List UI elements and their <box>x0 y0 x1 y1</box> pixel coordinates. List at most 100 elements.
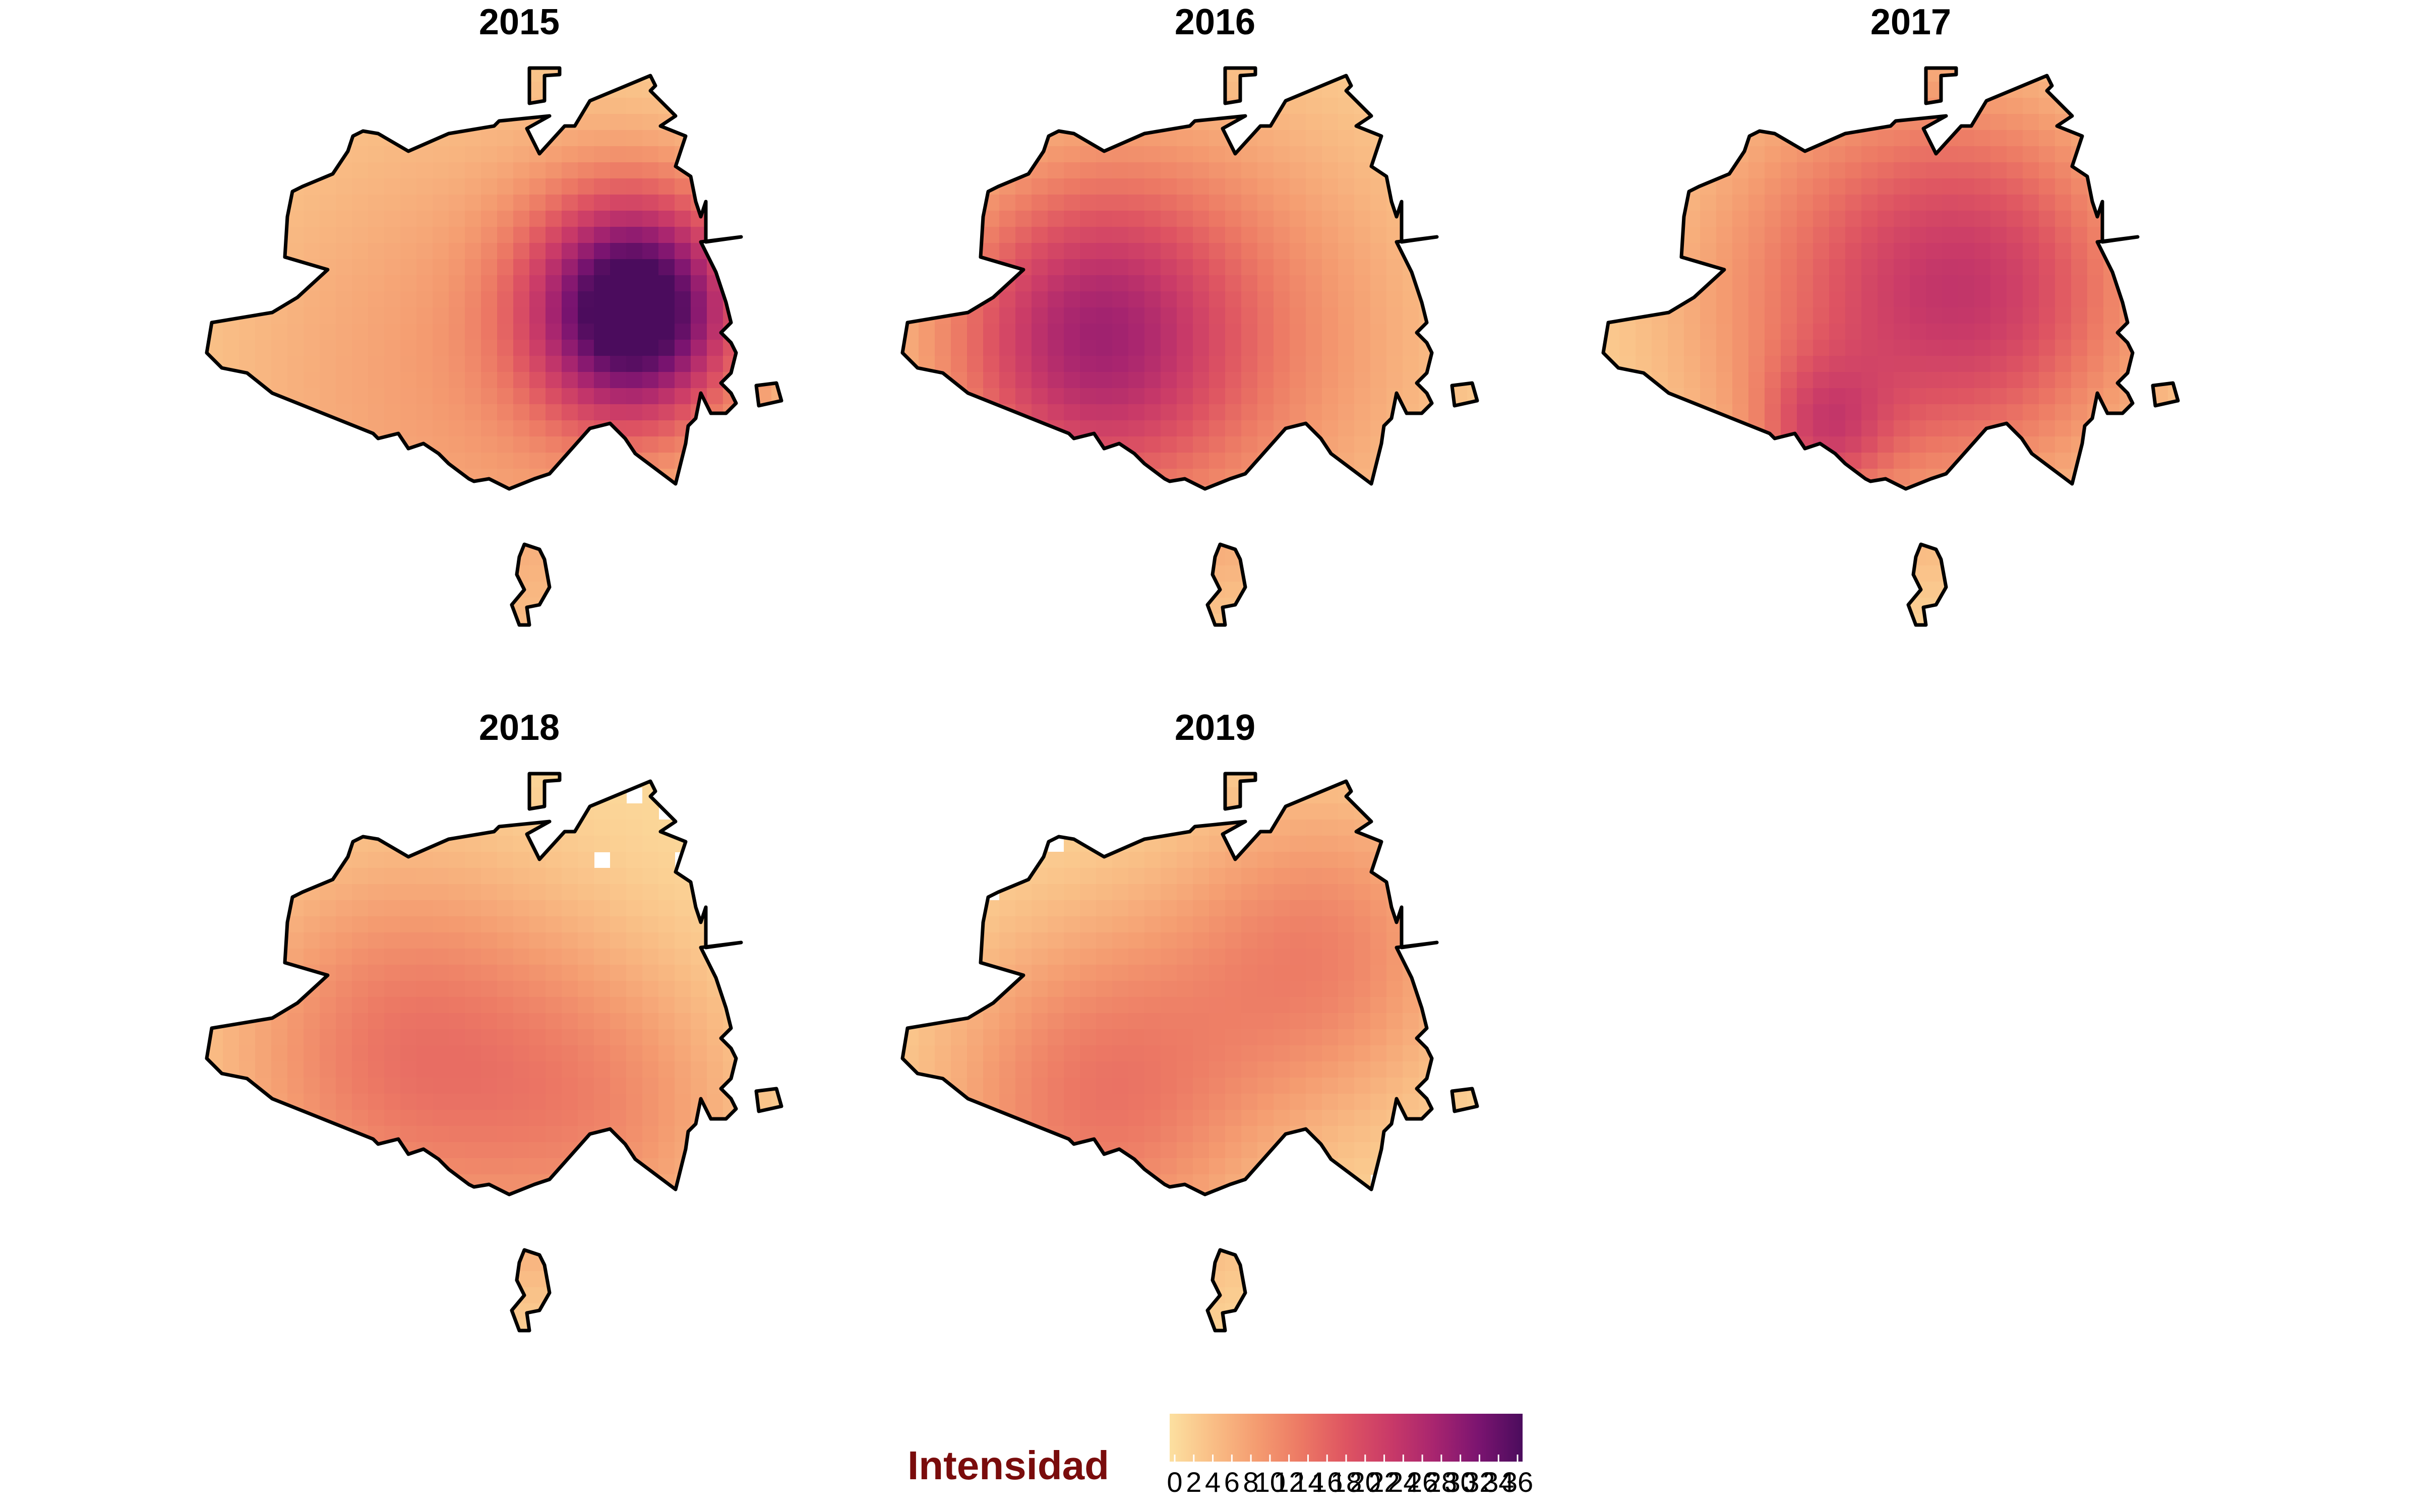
density-cell <box>2007 356 2023 372</box>
density-cell <box>1370 501 1387 518</box>
density-cell <box>529 485 546 501</box>
density-cell <box>1813 388 1830 405</box>
density-cell <box>1926 485 1943 501</box>
density-cell <box>642 340 659 356</box>
density-cell <box>1603 404 1620 421</box>
density-cell <box>465 485 481 501</box>
density-cell <box>2103 388 2120 405</box>
density-cell <box>675 501 691 518</box>
density-cell <box>497 836 514 852</box>
density-cell <box>1910 388 1926 405</box>
density-cell <box>1096 533 1113 550</box>
density-cell <box>1241 533 1258 550</box>
density-cell <box>223 501 239 518</box>
density-cell <box>465 1319 481 1331</box>
density-cell <box>287 1013 304 1030</box>
density-cell <box>983 614 1000 625</box>
density-cell <box>287 916 304 933</box>
density-cell <box>691 565 707 582</box>
density-cell <box>707 1045 723 1062</box>
density-cell <box>610 836 627 852</box>
density-cell <box>562 356 578 372</box>
density-cell <box>707 469 723 485</box>
density-cell <box>465 1045 481 1062</box>
density-cell <box>1177 404 1193 421</box>
density-cell <box>610 517 627 534</box>
density-cell <box>1354 178 1371 195</box>
density-cell <box>610 900 627 917</box>
density-cell <box>1338 98 1355 114</box>
density-cell <box>658 1255 675 1272</box>
density-cell <box>2039 533 2055 550</box>
density-cell <box>658 1013 675 1030</box>
density-cell <box>1926 453 1943 469</box>
density-cell <box>529 1142 546 1159</box>
density-cell <box>999 469 1016 485</box>
density-cell <box>1861 82 1878 98</box>
density-cell <box>2152 549 2168 566</box>
density-cell <box>320 130 336 147</box>
density-cell <box>2136 146 2152 163</box>
density-cell <box>1403 598 1419 614</box>
density-cell <box>255 868 272 885</box>
density-cell <box>207 517 223 534</box>
density-cell <box>320 98 336 114</box>
density-cell <box>207 1110 223 1126</box>
density-cell <box>999 533 1016 550</box>
density-cell <box>1225 178 1242 195</box>
density-cell <box>1290 227 1306 243</box>
density-cell <box>1048 114 1064 131</box>
density-cell <box>1209 195 1226 211</box>
density-cell <box>2023 469 2039 485</box>
density-cell <box>1161 485 1177 501</box>
density-cell <box>207 1126 223 1143</box>
density-cell <box>416 1303 433 1320</box>
density-cell <box>1403 68 1419 82</box>
density-cell <box>1732 598 1749 614</box>
density-cell <box>1144 582 1161 598</box>
density-cell <box>594 1190 611 1207</box>
density-cell <box>1781 598 1797 614</box>
density-cell <box>594 1239 611 1255</box>
density-cell <box>1861 582 1878 598</box>
density-cell <box>2007 146 2023 163</box>
density-cell <box>481 130 498 147</box>
density-cell <box>983 501 1000 518</box>
density-cell <box>481 275 498 292</box>
density-cell <box>529 453 546 469</box>
density-cell <box>384 517 401 534</box>
density-cell <box>239 178 256 195</box>
density-cell <box>1781 517 1797 534</box>
density-cell <box>1926 372 1943 389</box>
density-cell <box>739 981 756 997</box>
density-cell <box>771 803 781 820</box>
density-cell <box>1732 533 1749 550</box>
density-cell <box>999 582 1016 598</box>
density-cell <box>1386 82 1403 98</box>
density-cell <box>223 211 239 227</box>
density-cell <box>497 227 514 243</box>
density-cell <box>1096 388 1113 405</box>
density-cell <box>1257 68 1274 82</box>
density-cell <box>610 1207 627 1223</box>
density-cell <box>1781 98 1797 114</box>
density-cell <box>1048 178 1064 195</box>
density-cell <box>2071 259 2088 276</box>
density-cell <box>1177 453 1193 469</box>
density-cell <box>1467 549 1477 566</box>
density-cell <box>207 614 223 625</box>
density-cell <box>1652 82 1668 98</box>
density-cell <box>352 614 369 625</box>
density-cell <box>578 1255 594 1272</box>
density-cell <box>739 774 756 788</box>
density-cell <box>1684 453 1701 469</box>
density-cell <box>739 469 756 485</box>
density-cell <box>304 436 320 453</box>
density-cell <box>239 884 256 901</box>
density-cell <box>433 211 449 227</box>
density-cell <box>562 388 578 405</box>
density-cell <box>642 1190 659 1207</box>
density-cell <box>529 1158 546 1175</box>
density-cell <box>400 1239 417 1255</box>
density-cell <box>1942 307 1959 324</box>
